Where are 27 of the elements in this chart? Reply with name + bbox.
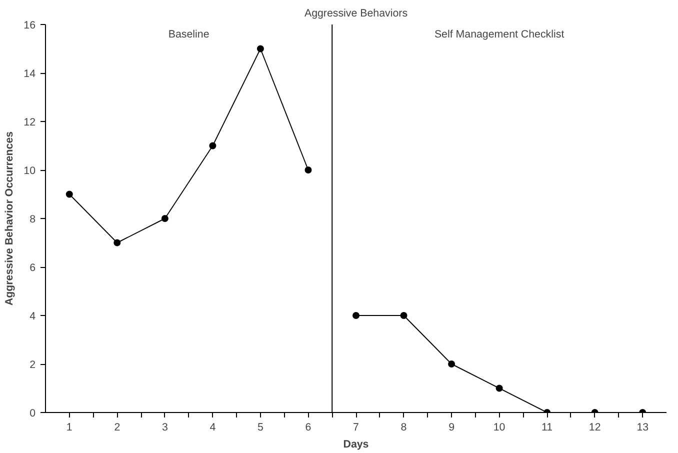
x-tick-label: 5: [258, 422, 264, 434]
y-tick-label: 0: [30, 408, 36, 420]
y-tick-label: 8: [30, 214, 36, 226]
x-tick-label: 7: [353, 422, 360, 434]
x-tick-label: 13: [636, 422, 649, 434]
annotation: Baseline: [168, 28, 210, 40]
x-tick-label: 12: [588, 422, 601, 434]
x-axis-title: Days: [343, 438, 369, 450]
x-tick-label: 6: [305, 422, 312, 434]
x-tick-label: 4: [210, 422, 216, 434]
x-tick-label: 8: [400, 422, 407, 434]
x-tick-label: 11: [542, 422, 553, 434]
chart-title: Aggressive Behaviors: [304, 8, 408, 20]
y-tick-label: 14: [24, 68, 36, 80]
x-tick-label: 1: [66, 422, 72, 434]
x-tick-label: 2: [114, 422, 120, 434]
y-tick-label: 10: [24, 165, 36, 177]
y-tick-label: 12: [24, 116, 36, 128]
y-tick-label: 4: [30, 310, 36, 322]
x-tick-label: 3: [162, 422, 168, 434]
y-tick-label: 16: [24, 20, 36, 32]
x-tick-label: 9: [448, 422, 455, 434]
y-tick-label: 2: [30, 359, 36, 371]
y-axis-title: Aggressive Behavior Occurrences: [4, 131, 16, 306]
y-tick-label: 6: [30, 262, 36, 274]
annotation: Self Management Checklist: [434, 28, 564, 40]
x-tick-label: 10: [493, 422, 506, 434]
